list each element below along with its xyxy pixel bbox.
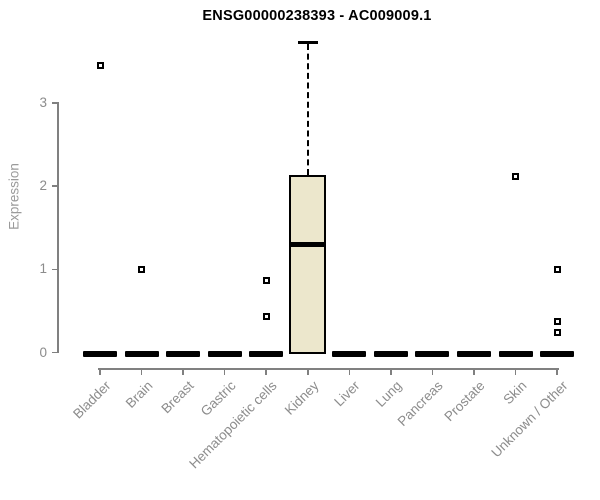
x-axis-tick-hematopoietic-cells [265, 369, 267, 375]
outlier-point-unknown-other [553, 318, 561, 326]
x-axis-tick-gastric [223, 369, 226, 375]
y-axis-tick [51, 185, 57, 187]
boxplot-flat-gastric [207, 350, 242, 357]
y-axis-tick [51, 102, 57, 104]
boxplot-flat-lung [373, 350, 408, 357]
boxplot-flat-unknown-other [540, 350, 575, 357]
x-axis-tick-liver [348, 369, 351, 375]
x-axis-line [98, 368, 560, 370]
boxplot-flat-breast [166, 350, 201, 357]
x-axis-tick-unknown-other [556, 369, 558, 375]
boxplot-flat-pancreas [415, 350, 450, 357]
outlier-point-brain [138, 265, 146, 273]
boxplot-flat-prostate [456, 350, 491, 357]
outlier-point-hematopoietic-cells [262, 313, 270, 321]
x-axis-tick-pancreas [431, 369, 434, 375]
x-axis-tick-skin [514, 369, 517, 375]
boxplot-flat-brain [124, 350, 159, 357]
whisker-kidney [306, 44, 309, 176]
outlier-point-skin [512, 172, 519, 180]
outlier-point-unknown-other [553, 329, 561, 337]
y-axis-label: Expression [6, 163, 22, 230]
chart-title: ENSG00000238393 - AC009009.1 [202, 8, 432, 24]
outlier-point-bladder [96, 61, 104, 69]
median-kidney [289, 241, 327, 247]
x-axis-tick-brain [140, 369, 143, 375]
x-axis-tick-breast [182, 369, 184, 375]
whisker-cap-kidney [297, 41, 318, 44]
outlier-point-unknown-other [553, 265, 561, 273]
outlier-point-hematopoietic-cells [262, 277, 270, 285]
y-tick-label: 0 [39, 344, 47, 360]
y-axis-tick [51, 351, 57, 354]
x-tick-label-unknown-other: Unknown / Other [488, 378, 571, 461]
x-axis-tick-lung [390, 369, 392, 375]
y-tick-label: 2 [39, 178, 47, 194]
boxplot-flat-bladder [83, 350, 117, 357]
y-axis-tick [51, 268, 57, 271]
y-tick-label: 1 [39, 261, 47, 277]
y-tick-label: 3 [39, 94, 47, 110]
box-kidney [289, 175, 327, 355]
boxplot-flat-skin [498, 350, 533, 357]
boxplot-flat-liver [332, 350, 367, 357]
x-axis-tick-kidney [307, 369, 309, 375]
x-axis-tick-prostate [473, 369, 475, 375]
x-axis-tick-bladder [99, 369, 101, 375]
boxplot-flat-hematopoietic-cells [249, 350, 284, 357]
y-axis-line [57, 102, 59, 353]
